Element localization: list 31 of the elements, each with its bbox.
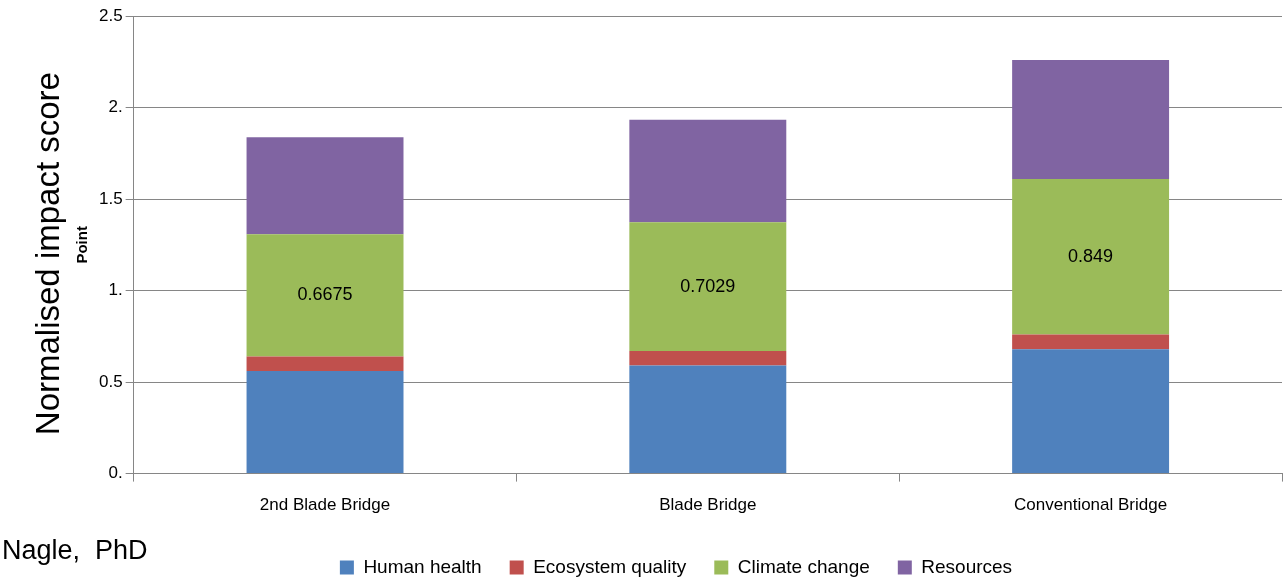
y-tick-label: 1. — [108, 280, 123, 300]
legend-label: Ecosystem quality — [533, 555, 687, 577]
legend-label: Resources — [921, 555, 1013, 577]
legend-label: Human health — [363, 555, 482, 577]
y-axis-title: Point — [73, 226, 91, 264]
x-tick-label: 2nd Blade Bridge — [259, 495, 391, 515]
data-label: 0.6675 — [297, 284, 353, 305]
bar — [629, 365, 787, 474]
y-tick-label: 1.5 — [98, 188, 123, 208]
data-label: 0.849 — [1068, 245, 1114, 266]
bar — [1012, 334, 1170, 350]
bar — [629, 350, 787, 366]
bar — [629, 119, 787, 223]
bar — [246, 356, 404, 372]
text: Normalised impact score — [29, 72, 67, 436]
bar — [1012, 179, 1170, 335]
x-tick-label: Blade Bridge — [659, 495, 757, 515]
bar — [1012, 60, 1170, 180]
legend-label: Climate change — [737, 555, 870, 577]
data-label: 0.7029 — [680, 275, 736, 296]
x-tick-label: Conventional Bridge — [1014, 495, 1168, 515]
y-tick-label: 0.5 — [98, 371, 123, 391]
text: Nagle, PhD — [2, 535, 148, 566]
y-tick-label: 0. — [108, 463, 123, 483]
bar — [246, 371, 404, 474]
y-tick-label: 2. — [108, 97, 123, 117]
bar — [1012, 349, 1170, 474]
y-tick-label: 2.5 — [98, 5, 123, 25]
bar — [246, 234, 404, 357]
bar — [246, 137, 404, 235]
bar — [629, 222, 787, 351]
